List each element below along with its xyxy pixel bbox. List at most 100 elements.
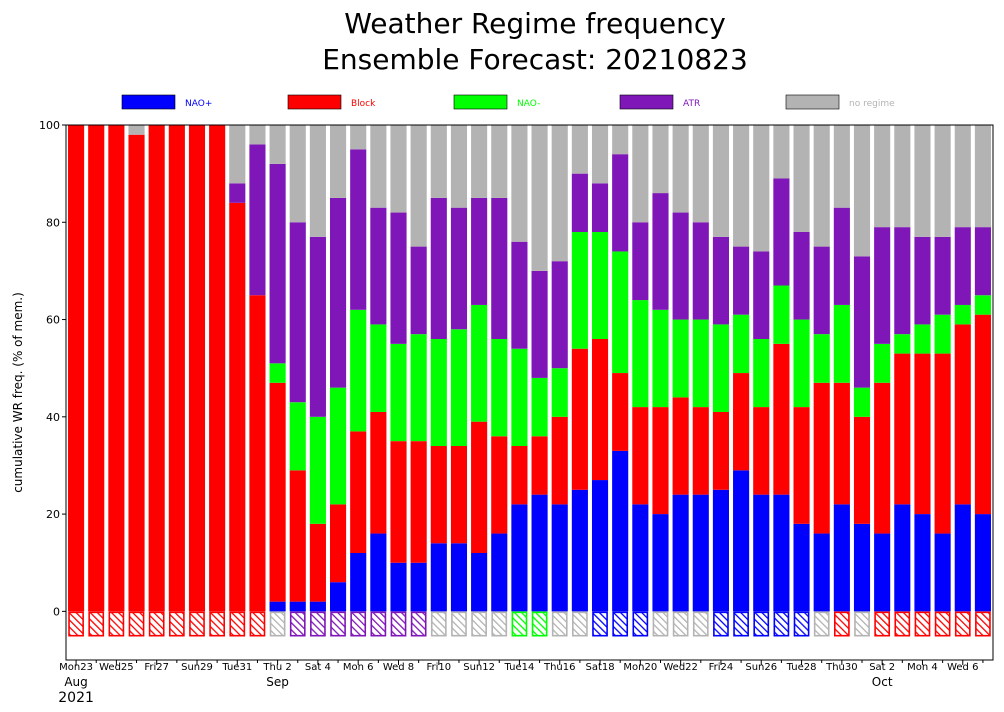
bar-no_regime-29 bbox=[652, 125, 669, 194]
bar-block-21 bbox=[491, 436, 508, 534]
bar-atr-29 bbox=[652, 193, 669, 310]
bar-no_regime-23 bbox=[531, 125, 548, 271]
x-tick-label-28: Mon20 bbox=[623, 662, 657, 673]
x-tick-label-38: Thu30 bbox=[825, 662, 858, 673]
year-label: 2021 bbox=[58, 690, 94, 706]
bar-no_regime-28 bbox=[632, 125, 649, 223]
bar-no_regime-36 bbox=[793, 125, 810, 232]
bar-atr-38 bbox=[833, 207, 850, 305]
x-tick-label-42: Mon 4 bbox=[907, 662, 938, 673]
x-tick-label-32: Fri24 bbox=[709, 662, 734, 673]
bar-nao_minus-11 bbox=[289, 402, 306, 471]
bar-block-20 bbox=[471, 421, 488, 553]
x-tick-label-40: Sat 2 bbox=[869, 662, 895, 673]
legend-label-nao_minus: NAO- bbox=[517, 99, 540, 109]
bar-nao_plus-12 bbox=[309, 601, 326, 612]
bar-nao_minus-31 bbox=[692, 319, 709, 408]
bar-no_regime-44 bbox=[954, 125, 971, 228]
bar-no_regime-21 bbox=[491, 125, 508, 198]
legend-swatch-nao_plus bbox=[121, 94, 176, 110]
y-axis-label: cumulative WR freq. (% of mem.) bbox=[11, 292, 25, 493]
bar-atr-20 bbox=[471, 197, 488, 305]
dominant-box-42 bbox=[914, 611, 931, 637]
bar-nao_plus-40 bbox=[874, 533, 891, 612]
dominant-box-14 bbox=[350, 611, 367, 637]
bar-atr-43 bbox=[934, 236, 951, 315]
bar-nao_minus-23 bbox=[531, 377, 548, 437]
bar-block-42 bbox=[914, 353, 931, 515]
bars-group bbox=[68, 125, 991, 612]
bar-no_regime-15 bbox=[370, 125, 387, 208]
bar-block-44 bbox=[954, 324, 971, 505]
bar-atr-22 bbox=[511, 241, 528, 349]
bar-atr-17 bbox=[410, 246, 427, 335]
dominant-box-28 bbox=[632, 611, 649, 637]
dominant-box-29 bbox=[652, 611, 669, 637]
bar-block-27 bbox=[612, 373, 629, 451]
bar-block-23 bbox=[531, 436, 548, 495]
dominant-box-41 bbox=[894, 611, 911, 637]
dominant-box-5 bbox=[168, 611, 185, 637]
bar-no_regime-31 bbox=[692, 125, 709, 223]
bar-no_regime-37 bbox=[813, 125, 830, 247]
bar-nao_plus-31 bbox=[692, 494, 709, 612]
x-tick-label-12: Sat 4 bbox=[305, 662, 331, 673]
bar-nao_minus-18 bbox=[430, 339, 447, 446]
bar-nao_plus-30 bbox=[672, 494, 689, 612]
bar-block-18 bbox=[430, 446, 447, 544]
bar-block-36 bbox=[793, 407, 810, 524]
bar-atr-31 bbox=[692, 222, 709, 320]
bar-nao_minus-39 bbox=[853, 387, 871, 417]
bar-nao_plus-32 bbox=[712, 489, 729, 612]
bar-no_regime-22 bbox=[511, 125, 528, 242]
legend-label-block: Block bbox=[351, 99, 376, 109]
x-tick-label-6: Sun29 bbox=[181, 662, 213, 673]
bar-block-45 bbox=[974, 314, 991, 515]
bar-block-6 bbox=[188, 125, 206, 612]
bar-nao_minus-22 bbox=[511, 348, 528, 446]
bar-nao_minus-14 bbox=[350, 309, 367, 432]
bar-atr-25 bbox=[571, 173, 588, 232]
bar-nao_minus-24 bbox=[551, 368, 568, 417]
bar-nao_plus-17 bbox=[410, 562, 427, 612]
bar-atr-39 bbox=[853, 256, 871, 388]
bar-nao_minus-30 bbox=[672, 319, 689, 398]
bar-nao_plus-34 bbox=[753, 494, 770, 612]
bar-atr-28 bbox=[632, 222, 649, 301]
bar-no_regime-17 bbox=[410, 125, 427, 247]
bar-block-1 bbox=[88, 125, 105, 612]
dominant-box-27 bbox=[612, 611, 629, 637]
dominant-box-38 bbox=[833, 611, 850, 637]
dominant-box-7 bbox=[209, 611, 226, 637]
dominant-regime-row bbox=[68, 611, 991, 637]
chart-title-line1: Weather Regime frequency bbox=[344, 7, 726, 40]
bar-nao_minus-38 bbox=[833, 304, 850, 383]
bar-nao_minus-16 bbox=[390, 343, 407, 442]
bar-nao_minus-15 bbox=[370, 324, 387, 412]
bar-block-40 bbox=[874, 382, 891, 534]
y-tick-label-40: 40 bbox=[46, 411, 60, 424]
bar-block-31 bbox=[692, 407, 709, 495]
bar-atr-35 bbox=[773, 178, 790, 286]
bar-block-13 bbox=[329, 504, 347, 583]
bar-nao_plus-33 bbox=[733, 470, 750, 612]
bar-block-39 bbox=[853, 416, 871, 524]
dominant-box-8 bbox=[229, 611, 246, 637]
bar-nao_minus-20 bbox=[471, 304, 488, 422]
bar-atr-42 bbox=[914, 236, 931, 325]
bar-nao_minus-34 bbox=[753, 339, 770, 408]
bar-block-34 bbox=[753, 407, 770, 495]
bar-nao_plus-38 bbox=[833, 504, 850, 612]
dominant-box-2 bbox=[108, 611, 125, 637]
bar-atr-13 bbox=[329, 197, 347, 388]
bar-nao_plus-42 bbox=[914, 514, 931, 612]
legend: NAO+ Block NAO- ATR no regime bbox=[121, 94, 895, 110]
y-tick-label-100: 100 bbox=[39, 119, 60, 132]
bar-no_regime-38 bbox=[833, 125, 850, 208]
bar-no_regime-9 bbox=[249, 125, 266, 145]
x-tick-label-0: Mon23 bbox=[59, 662, 93, 673]
bar-block-37 bbox=[813, 382, 830, 534]
bar-block-2 bbox=[108, 125, 125, 612]
